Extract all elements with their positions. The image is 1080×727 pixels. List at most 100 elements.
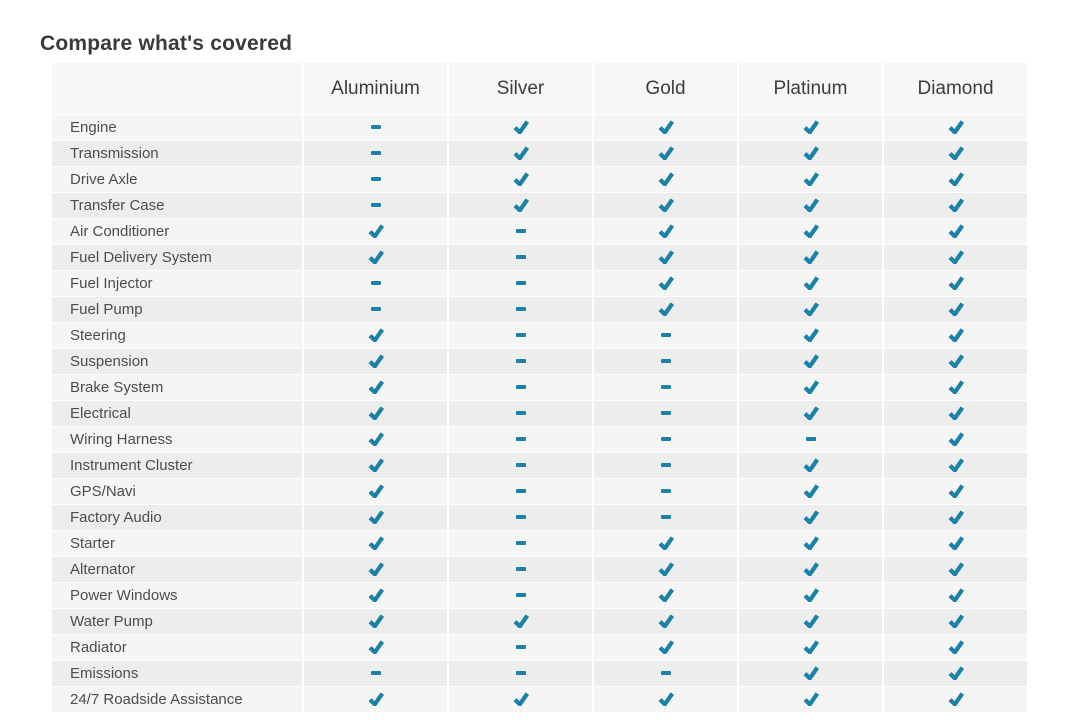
check-icon (658, 692, 674, 708)
coverage-cell (739, 167, 882, 192)
row-label: Engine (52, 115, 302, 140)
dash-icon (370, 671, 381, 676)
check-icon (658, 536, 674, 552)
check-icon (803, 562, 819, 578)
coverage-cell (594, 583, 737, 608)
coverage-cell (884, 635, 1027, 660)
coverage-cell (304, 427, 447, 452)
column-header-diamond: Diamond (884, 63, 1027, 114)
column-header-gold: Gold (594, 63, 737, 114)
coverage-cell (884, 427, 1027, 452)
check-icon (948, 328, 964, 344)
check-icon (948, 432, 964, 448)
coverage-cell (884, 661, 1027, 686)
dash-icon (370, 151, 381, 156)
coverage-cell (304, 557, 447, 582)
check-icon (948, 692, 964, 708)
coverage-cell (739, 609, 882, 634)
row-label: Alternator (52, 557, 302, 582)
table-row: Brake System (52, 375, 1027, 400)
coverage-cell (739, 635, 882, 660)
coverage-cell (884, 557, 1027, 582)
row-label: Transfer Case (52, 193, 302, 218)
check-icon (513, 172, 529, 188)
dash-icon (515, 515, 526, 520)
table-row: Emissions (52, 661, 1027, 686)
table-row: Electrical (52, 401, 1027, 426)
coverage-cell (304, 583, 447, 608)
coverage-cell (884, 531, 1027, 556)
coverage-cell (449, 635, 592, 660)
coverage-cell (884, 193, 1027, 218)
row-label: Water Pump (52, 609, 302, 634)
check-icon (803, 172, 819, 188)
check-icon (368, 562, 384, 578)
column-header-platinum: Platinum (739, 63, 882, 114)
dash-icon (515, 463, 526, 468)
check-icon (803, 380, 819, 396)
check-icon (803, 328, 819, 344)
check-icon (658, 302, 674, 318)
check-icon (803, 510, 819, 526)
table-row: Fuel Injector (52, 271, 1027, 296)
coverage-cell (449, 401, 592, 426)
dash-icon (660, 463, 671, 468)
coverage-cell (594, 167, 737, 192)
coverage-cell (594, 661, 737, 686)
row-label: GPS/Navi (52, 479, 302, 504)
coverage-cell (739, 531, 882, 556)
dash-icon (660, 411, 671, 416)
coverage-cell (739, 557, 882, 582)
check-icon (368, 588, 384, 604)
coverage-cell (739, 271, 882, 296)
coverage-cell (739, 661, 882, 686)
check-icon (368, 406, 384, 422)
coverage-cell (449, 557, 592, 582)
check-icon (803, 276, 819, 292)
coverage-cell (594, 531, 737, 556)
column-header-silver: Silver (449, 63, 592, 114)
table-row: 24/7 Roadside Assistance (52, 687, 1027, 712)
check-icon (368, 224, 384, 240)
coverage-cell (594, 479, 737, 504)
row-label: Transmission (52, 141, 302, 166)
header-corner-cell (52, 63, 302, 114)
coverage-cell (739, 375, 882, 400)
check-icon (803, 120, 819, 136)
coverage-cell (449, 687, 592, 712)
check-icon (948, 510, 964, 526)
coverage-cell (304, 401, 447, 426)
check-icon (513, 692, 529, 708)
check-icon (368, 380, 384, 396)
coverage-cell (594, 323, 737, 348)
coverage-cell (449, 167, 592, 192)
check-icon (803, 640, 819, 656)
coverage-cell (449, 505, 592, 530)
coverage-cell (739, 141, 882, 166)
check-icon (803, 666, 819, 682)
check-icon (948, 614, 964, 630)
row-label: Fuel Pump (52, 297, 302, 322)
coverage-table: Aluminium Silver Gold Platinum Diamond Engin… (50, 62, 1029, 713)
check-icon (368, 354, 384, 370)
coverage-cell (304, 323, 447, 348)
row-label: Starter (52, 531, 302, 556)
coverage-cell (594, 141, 737, 166)
coverage-cell (449, 453, 592, 478)
coverage-cell (304, 661, 447, 686)
coverage-cell (884, 349, 1027, 374)
table-row: Fuel Pump (52, 297, 1027, 322)
coverage-cell (739, 297, 882, 322)
check-icon (368, 692, 384, 708)
coverage-cell (884, 167, 1027, 192)
coverage-cell (304, 219, 447, 244)
dash-icon (515, 671, 526, 676)
coverage-cell (449, 193, 592, 218)
dash-icon (515, 593, 526, 598)
check-icon (658, 614, 674, 630)
dash-icon (660, 333, 671, 338)
table-row: Water Pump (52, 609, 1027, 634)
check-icon (948, 406, 964, 422)
coverage-cell (739, 453, 882, 478)
coverage-cell (304, 167, 447, 192)
